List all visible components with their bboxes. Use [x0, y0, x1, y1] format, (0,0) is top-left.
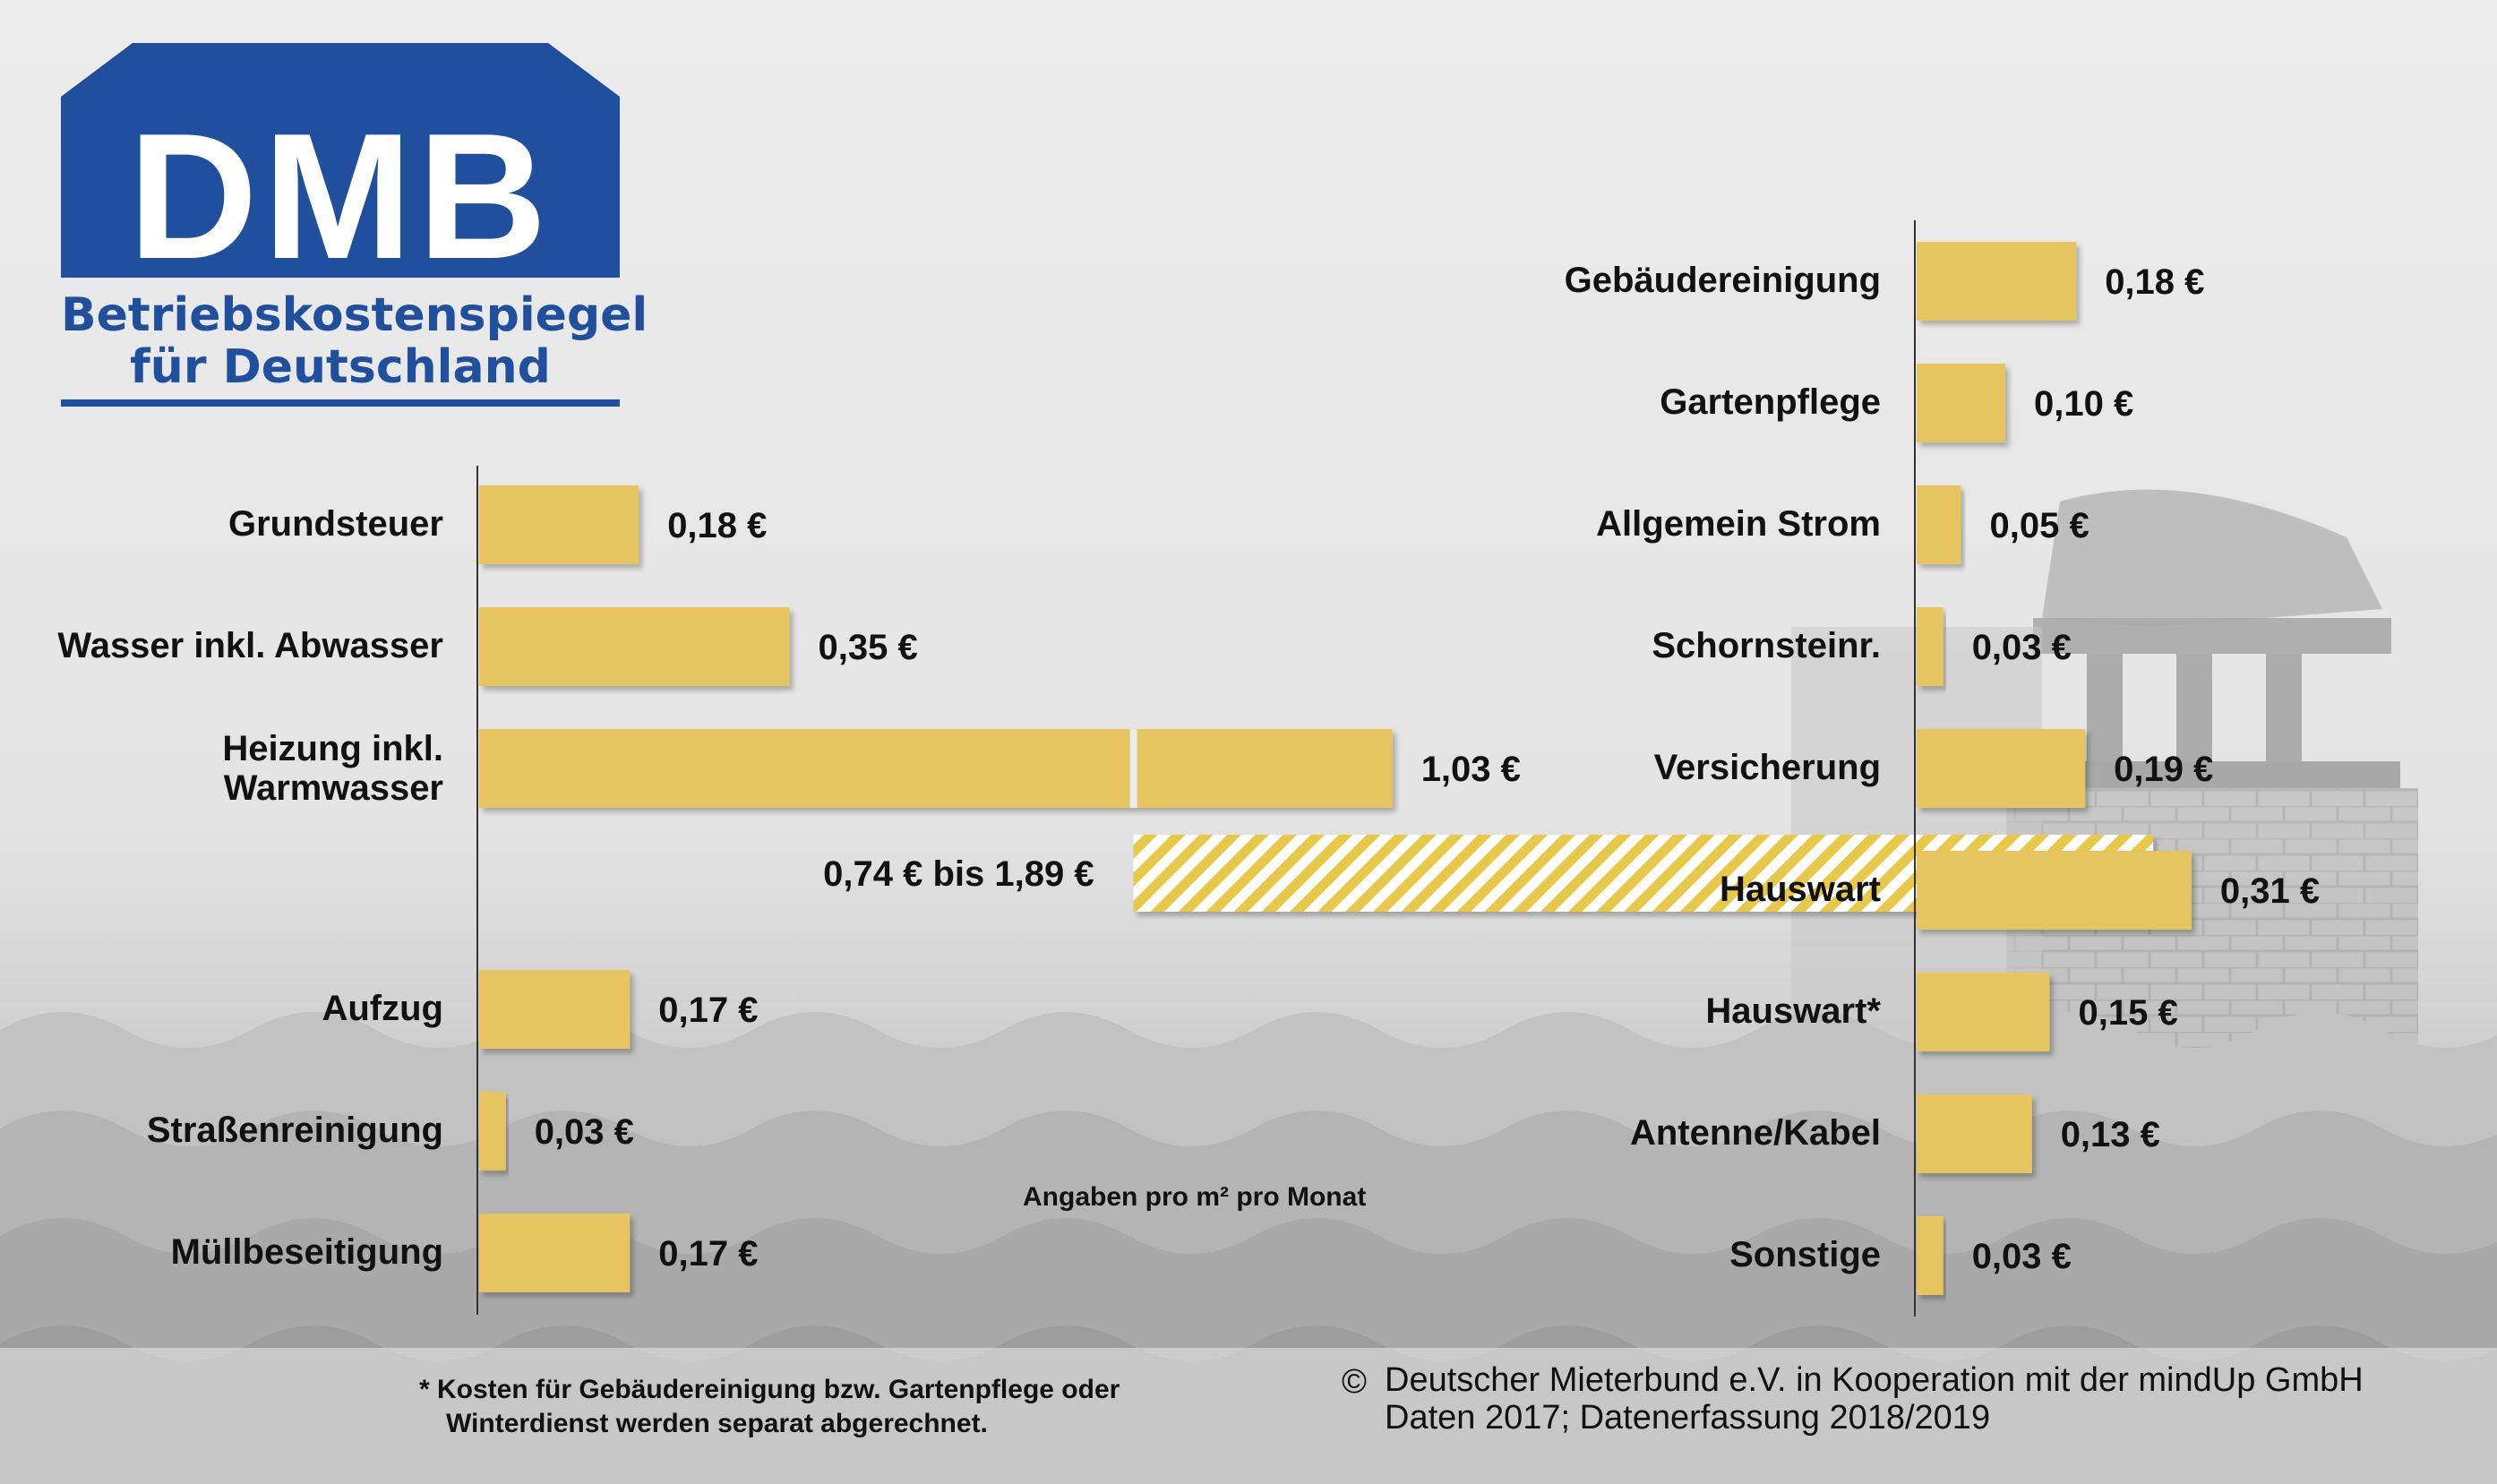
footnote-line-1: * Kosten für Gebäudereinigung bzw. Garte… [419, 1375, 1120, 1404]
right-category-label-7: Antenne/Kabel [1630, 1113, 1881, 1153]
logo-letters: DMB [128, 97, 553, 296]
left-bar-3 [479, 970, 631, 1049]
left-category-label-1: Wasser inkl. Abwasser [57, 626, 443, 665]
right-category-label-6: Hauswart* [1705, 991, 1881, 1031]
copyright-text: Deutscher Mieterbund e.V. in Kooperation… [1385, 1361, 2364, 1437]
right-value-label-0: 0,18 € [2105, 262, 2204, 302]
dmb-logo: DMB Betriebskostenspiegel für Deutschlan… [61, 43, 648, 410]
right-category-label-8: Sonstige [1729, 1235, 1881, 1274]
right-bar-6 [1917, 973, 2050, 1051]
left-value-label-2: 1,03 € [1421, 750, 1521, 789]
left-bar-5 [479, 1214, 631, 1292]
unit-note: Angaben pro m² pro Monat [1023, 1182, 1367, 1212]
right-value-label-8: 0,03 € [1972, 1237, 2072, 1276]
right-bar-8 [1917, 1216, 1944, 1295]
left-value-label-1: 0,35 € [819, 628, 918, 667]
left-category-label-0: Grundsteuer [228, 504, 443, 544]
footnote: * Kosten für Gebäudereinigung bzw. Garte… [419, 1373, 1120, 1441]
left-bar-2 [479, 729, 1393, 808]
right-value-label-6: 0,15 € [2079, 993, 2178, 1033]
right-value-label-1: 0,10 € [2034, 384, 2133, 424]
right-category-label-4: Versicherung [1654, 748, 1881, 787]
logo-underline [61, 399, 620, 407]
right-bar-7 [1917, 1094, 2032, 1173]
left-value-label-0: 0,18 € [667, 506, 767, 545]
right-value-label-4: 0,19 € [2114, 750, 2213, 789]
left-category-label-2: Heizung inkl. Warmwasser [222, 729, 443, 808]
right-bar-1 [1917, 364, 2005, 442]
logo-line-2: für Deutschland [130, 340, 551, 394]
left-bar-4 [479, 1092, 506, 1171]
right-bar-5 [1917, 851, 2192, 930]
right-value-label-5: 0,31 € [2220, 871, 2320, 911]
left-range-label-2: 0,74 € bis 1,89 € [823, 854, 1094, 894]
right-bar-4 [1917, 729, 2086, 808]
left-bar-0 [479, 485, 639, 564]
left-category-label-5: Müllbeseitigung [171, 1232, 443, 1272]
right-category-label-3: Schornsteinr. [1652, 626, 1881, 665]
copyright-symbol: © [1342, 1363, 1367, 1401]
right-category-label-2: Allgemein Strom [1596, 504, 1881, 544]
left-category-label-4: Straßenreinigung [147, 1111, 443, 1150]
left-value-label-3: 0,17 € [658, 991, 758, 1030]
left-value-label-4: 0,03 € [535, 1112, 634, 1152]
right-value-label-2: 0,05 € [1990, 506, 2089, 545]
right-category-label-1: Gartenpflege [1660, 382, 1881, 422]
left-value-label-5: 0,17 € [658, 1234, 758, 1274]
left-category-label-3: Aufzug [322, 989, 443, 1028]
logo-house-shape [61, 43, 620, 278]
right-category-label-5: Hauswart [1720, 870, 1881, 909]
logo-line-1: Betriebskostenspiegel [61, 288, 648, 342]
right-bar-3 [1917, 607, 1944, 686]
right-category-label-0: Gebäudereinigung [1565, 261, 1881, 300]
right-bar-2 [1917, 485, 1961, 564]
right-value-label-7: 0,13 € [2061, 1115, 2160, 1154]
footnote-line-2: Winterdienst werden separat abgerechnet. [446, 1409, 988, 1438]
copyright-line-2: Daten 2017; Datenerfassung 2018/2019 [1385, 1399, 1991, 1437]
right-bar-0 [1917, 242, 2077, 321]
left-bar-1 [479, 607, 790, 686]
copyright-line-1: Deutscher Mieterbund e.V. in Kooperation… [1385, 1361, 2364, 1399]
right-value-label-3: 0,03 € [1972, 628, 2072, 667]
